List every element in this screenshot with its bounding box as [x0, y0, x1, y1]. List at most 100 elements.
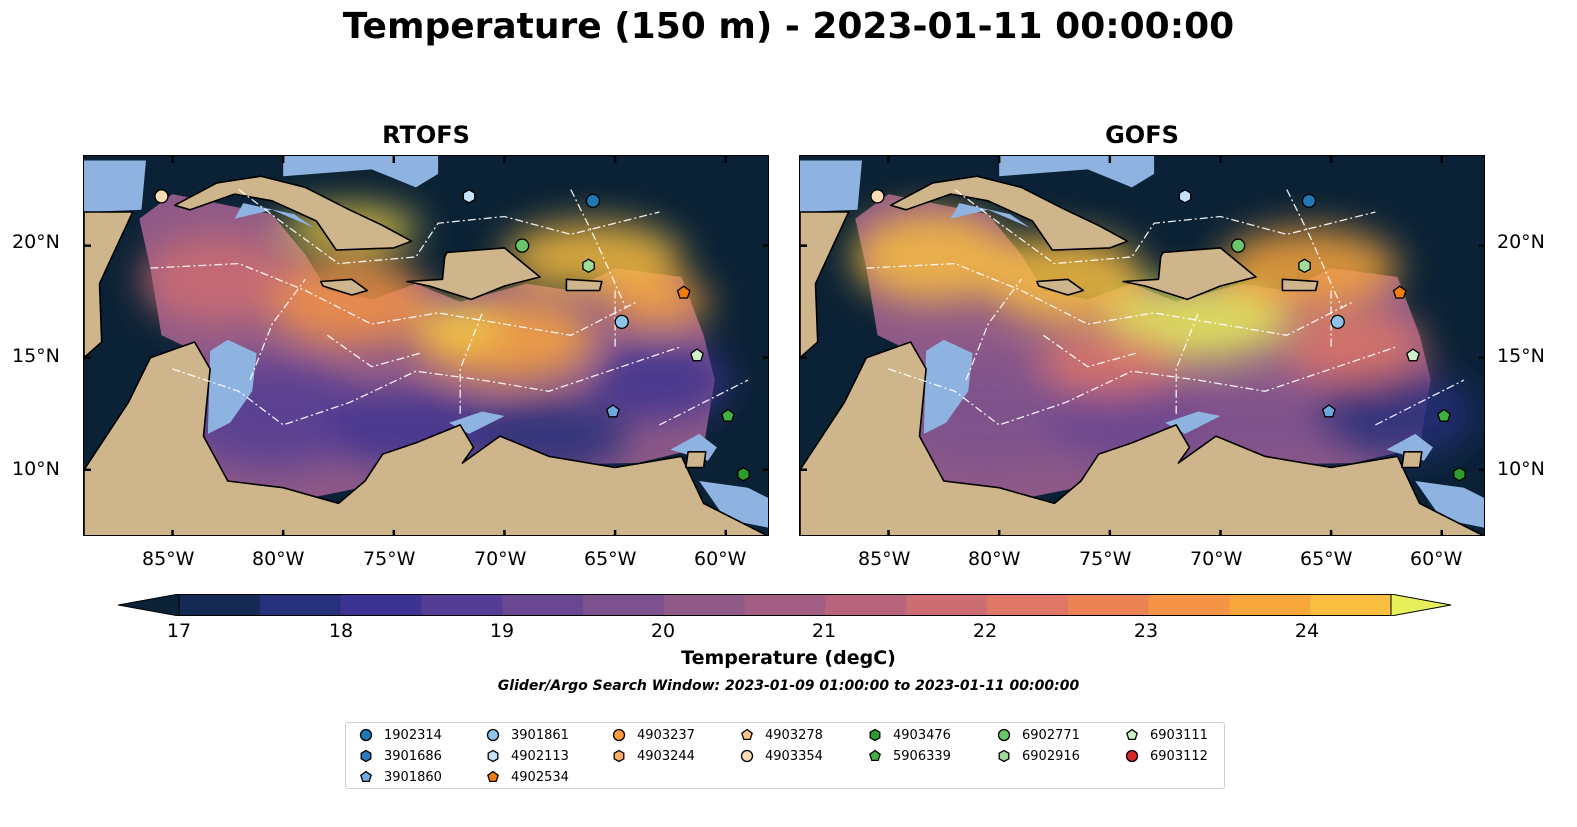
x-tick-label: 70°W [474, 548, 527, 570]
pentagon-marker-icon [741, 728, 753, 741]
legend-item-label: 6902771 [1022, 727, 1080, 743]
legend-item-3901860: 3901860 [358, 768, 442, 786]
colorbar-segment [744, 594, 826, 616]
continental-shelf [234, 203, 315, 228]
eez-boundary [249, 278, 306, 381]
legend-item-label: 6902916 [1022, 748, 1080, 764]
colorbar-tick-label: 20 [650, 620, 676, 642]
landmass [1036, 278, 1085, 296]
eez-boundary [866, 262, 1354, 336]
legend-item-label: 5906339 [893, 748, 951, 764]
landmass [173, 175, 413, 251]
legend-item-label: 4903244 [637, 748, 695, 764]
colorbar-gradient [117, 593, 1452, 617]
temperature-blob [141, 234, 292, 325]
colorbar-segment [583, 594, 665, 616]
eez-boundary [1043, 334, 1137, 368]
eez-boundary [327, 334, 421, 368]
legend-item-4903244: 4903244 [611, 747, 695, 765]
landmass [1122, 247, 1257, 301]
landmass [406, 247, 541, 301]
argo-float-marker-4903354 [154, 189, 169, 204]
y-tick-label: 10°N [1497, 458, 1545, 480]
legend-item-label: 1902314 [384, 727, 442, 743]
x-tick-label: 80°W [968, 548, 1021, 570]
colorbar-outline [178, 594, 1392, 616]
temperature-blob [852, 211, 1013, 302]
argo-float-marker-6902916 [582, 258, 595, 274]
colorbar-segment [1229, 594, 1311, 616]
x-tick-label: 85°W [142, 548, 195, 570]
y-tick-label: 15°N [12, 345, 60, 367]
legend-item-4902113: 4902113 [485, 747, 569, 765]
landmass [84, 341, 768, 535]
continental-shelf [699, 481, 768, 528]
x-tick-label: 70°W [1190, 548, 1243, 570]
legend-item-label: 4903278 [765, 727, 823, 743]
legend-item-label: 6903111 [1150, 727, 1208, 743]
landmass [800, 211, 850, 359]
pentagon-marker-icon [487, 770, 499, 783]
colorbar-label: Temperature (degC) [681, 647, 896, 669]
legend-item-label: 3901686 [384, 748, 442, 764]
landmass [320, 278, 369, 296]
colorbar-segment [179, 594, 261, 616]
temperature-field [852, 211, 1478, 469]
temperature-blob [1039, 332, 1180, 393]
colorbar-extend-high [1390, 593, 1452, 617]
circle-marker-icon [359, 728, 373, 742]
landmass [889, 175, 1129, 251]
y-tick-label: 20°N [12, 231, 60, 253]
circle-marker-icon [486, 728, 500, 742]
eez-boundary [238, 189, 660, 265]
continental-shelf [800, 160, 862, 212]
legend-item-3901861: 3901861 [485, 726, 569, 744]
eez-boundary [954, 189, 1376, 265]
argo-float-marker-4903476 [737, 466, 750, 482]
continental-shelf [1415, 481, 1484, 528]
argo-float-marker-4903476 [1453, 466, 1466, 482]
legend-item-1902314: 1902314 [358, 726, 442, 744]
continental-shelf [84, 160, 146, 212]
colorbar-segment [259, 594, 342, 616]
circle-marker-icon [612, 728, 626, 742]
colorbar-segment [502, 594, 584, 616]
x-tick-label: 85°W [858, 548, 911, 570]
legend-item-4903278: 4903278 [739, 726, 823, 744]
legend-item-6903112: 6903112 [1124, 747, 1208, 765]
eez-boundary [459, 312, 483, 414]
legend-item-5906339: 5906339 [867, 747, 951, 765]
argo-float-marker-6902771 [515, 238, 530, 253]
float-legend: 1902314 3901686 3901860 3901861 4902113 49025… [345, 722, 1225, 789]
rtofs-map [83, 155, 769, 536]
x-tick-label: 80°W [252, 548, 305, 570]
legend-item-6902771: 6902771 [996, 726, 1080, 744]
colorbar-tick-label: 18 [328, 620, 354, 642]
hexagon-marker-icon [613, 749, 625, 763]
circle-marker-icon [997, 728, 1011, 742]
colorbar-tick-label: 17 [166, 620, 192, 642]
search-window-note: Glider/Argo Search Window: 2023-01-09 01… [497, 678, 1080, 694]
colorbar-segment [987, 594, 1069, 616]
argo-float-marker-4903354 [870, 189, 885, 204]
legend-item-label: 4902534 [511, 769, 569, 785]
argo-float-marker-6903111 [690, 348, 704, 362]
temperature-blob [269, 256, 430, 347]
eez-boundary [570, 189, 627, 309]
colorbar-segment [340, 594, 422, 616]
landmass [84, 211, 134, 359]
y-tick-label: 20°N [1497, 231, 1545, 253]
legend-item-4903237: 4903237 [611, 726, 695, 744]
continental-shelf [283, 156, 439, 188]
legend-item-label: 3901860 [384, 769, 442, 785]
argo-float-marker-6902916 [1298, 258, 1311, 274]
x-tick-label: 75°W [1079, 548, 1132, 570]
colorbar-tick-label: 19 [489, 620, 515, 642]
rtofs-map-canvas [84, 156, 768, 535]
eez-boundary [888, 345, 1398, 426]
colorbar-tick-label: 23 [1133, 620, 1159, 642]
x-tick-label: 60°W [1410, 548, 1463, 570]
argo-float-marker-4902534 [676, 285, 691, 299]
pentagon-marker-icon [869, 749, 881, 762]
argo-float-marker-6903111 [1406, 348, 1420, 362]
